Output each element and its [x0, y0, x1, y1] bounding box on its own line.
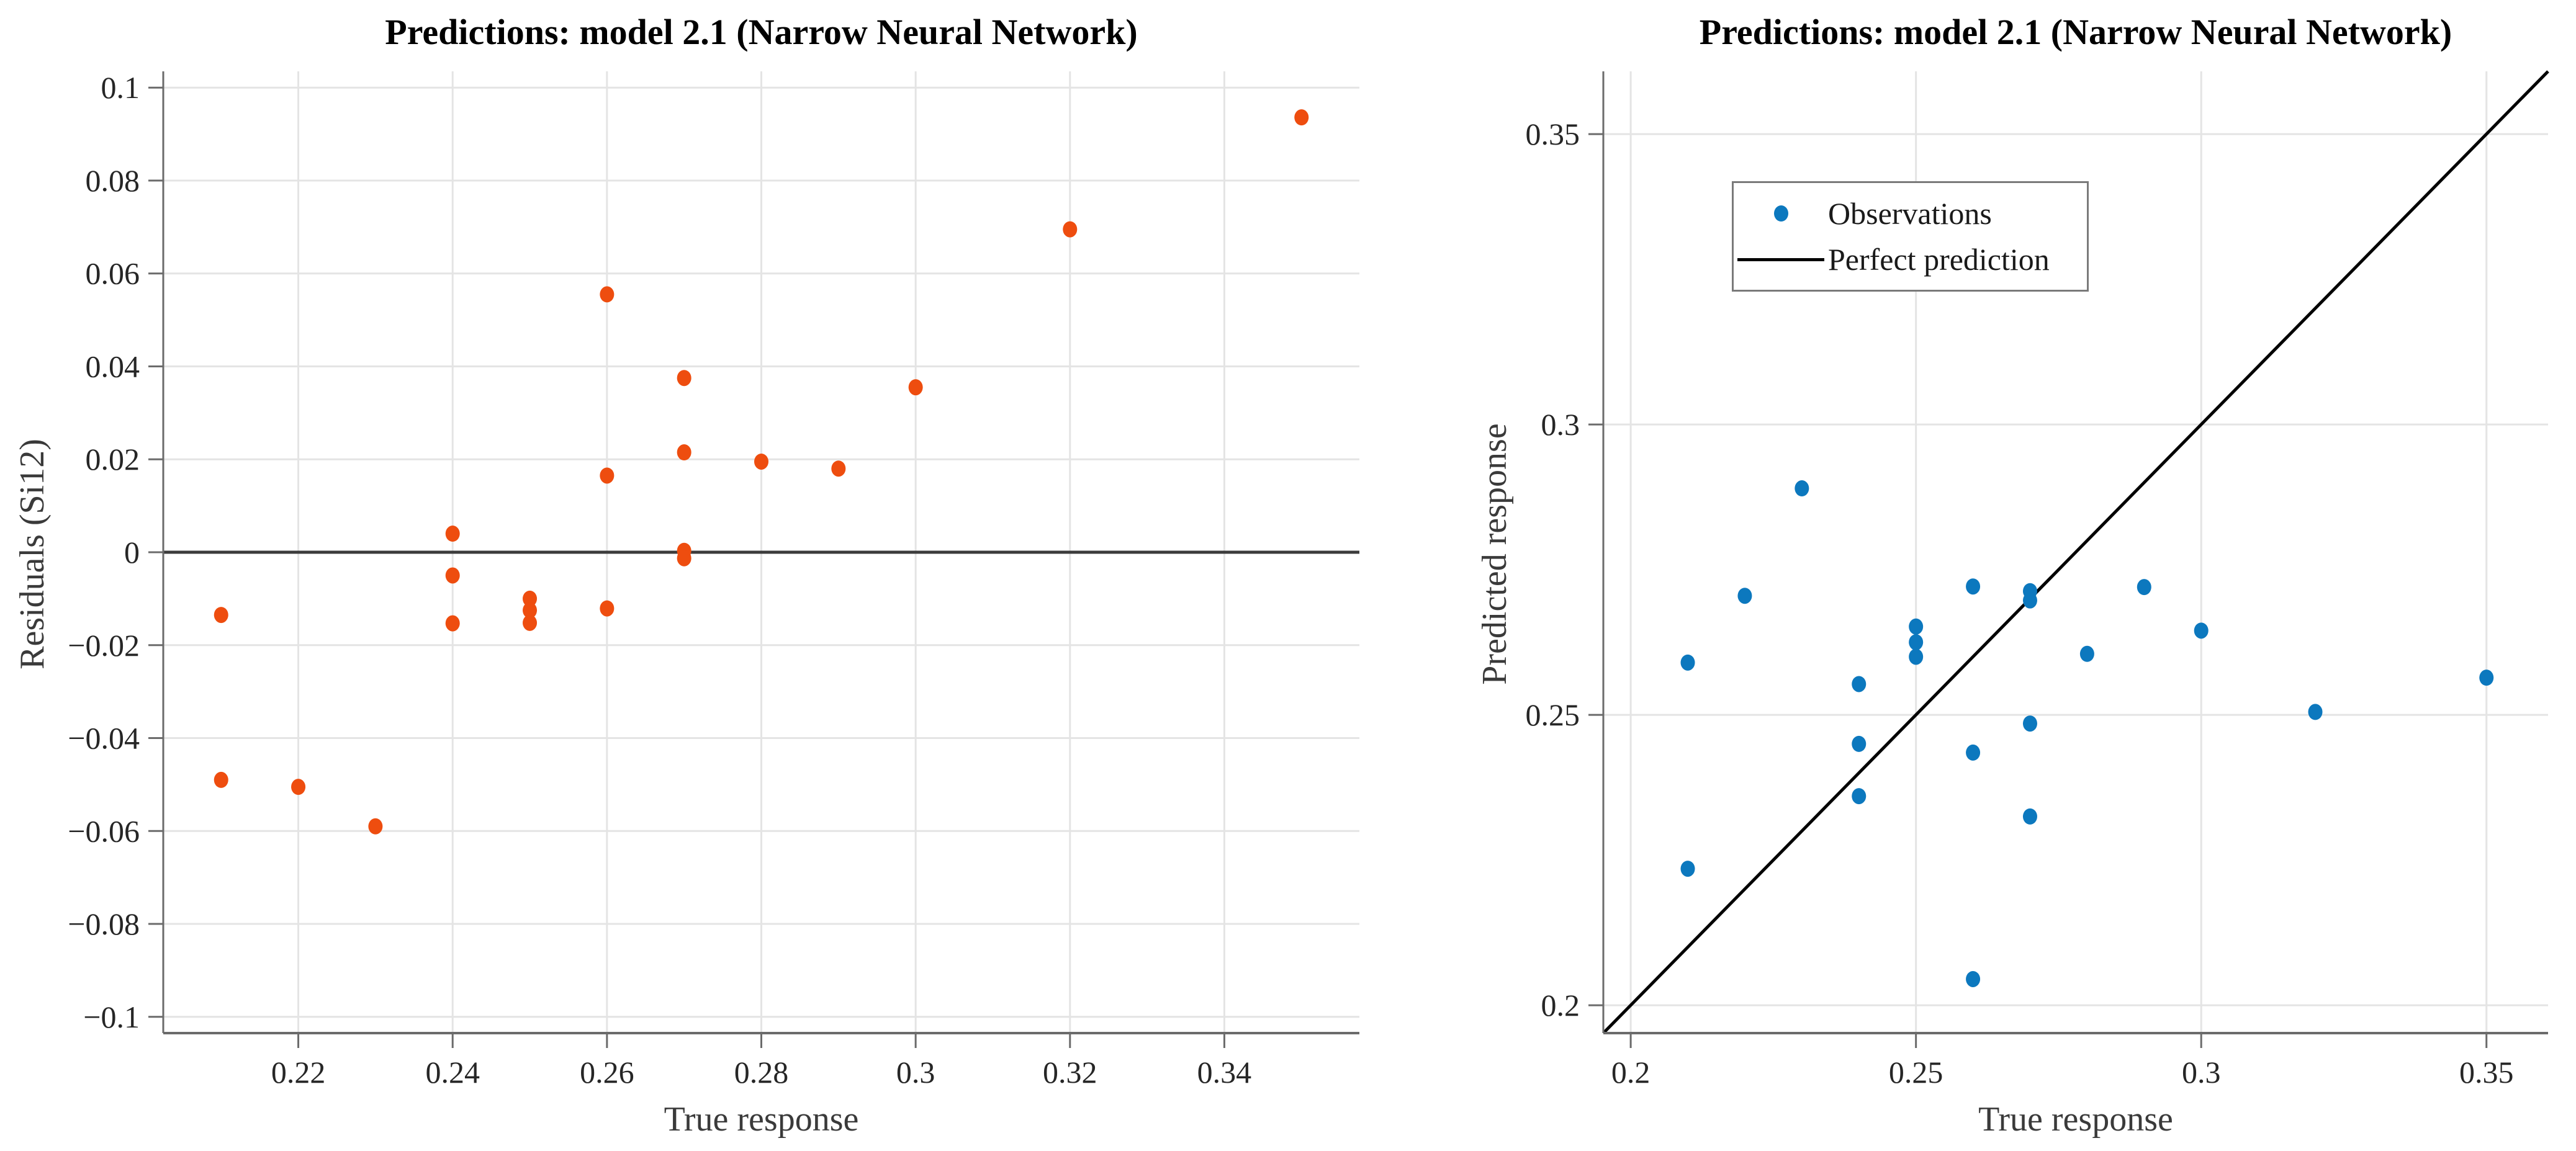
y-tick-label: −0.08 [68, 907, 140, 941]
data-point [1737, 588, 1752, 604]
data-point [1795, 480, 1809, 497]
right-plot-title: Predictions: model 2.1 (Narrow Neural Ne… [1699, 12, 2452, 52]
data-point [908, 379, 923, 396]
data-point [214, 607, 228, 624]
data-point [2022, 715, 2037, 732]
data-point [1852, 676, 1867, 692]
y-tick-label: −0.02 [68, 628, 140, 663]
data-point [600, 467, 615, 484]
x-tick-label: 0.26 [580, 1055, 634, 1090]
data-point [291, 779, 306, 795]
data-point [2137, 579, 2151, 596]
right-y-axis-label: Predicted response [1475, 423, 1514, 685]
legend-box: Observations Perfect prediction [1732, 181, 2089, 292]
left-y-axis-label: Residuals (Si12) [13, 439, 52, 670]
data-point [2022, 583, 2037, 599]
y-tick-label: 0.3 [1541, 407, 1580, 442]
data-point [445, 615, 460, 632]
data-point [1966, 578, 1981, 595]
left-plot-title: Predictions: model 2.1 (Narrow Neural Ne… [385, 12, 1138, 52]
y-tick-label: 0.25 [1526, 697, 1580, 732]
y-tick-label: 0 [124, 535, 140, 570]
y-tick-label: 0.04 [86, 349, 140, 383]
y-tick-label: −0.04 [68, 721, 140, 756]
data-point [1909, 618, 1924, 635]
x-tick-label: 0.3 [896, 1055, 935, 1090]
data-point [1852, 735, 1867, 752]
x-tick-label: 0.34 [1197, 1055, 1252, 1090]
legend-label-perfect-prediction: Perfect prediction [1828, 242, 2050, 277]
y-tick-label: 0.08 [86, 163, 140, 198]
data-point [1294, 109, 1309, 126]
data-point [1680, 861, 1695, 877]
data-point [677, 444, 691, 461]
x-tick-label: 0.25 [1889, 1055, 1943, 1090]
x-tick-label: 0.22 [271, 1055, 326, 1090]
data-point [600, 600, 615, 617]
data-point [754, 453, 768, 470]
data-point [368, 818, 383, 835]
data-point [1852, 788, 1867, 805]
y-tick-label: 0.2 [1541, 988, 1580, 1023]
data-point [1680, 654, 1695, 671]
observations-marker-icon [1734, 198, 1828, 229]
data-point [1966, 970, 1981, 987]
data-point [523, 602, 538, 619]
y-tick-label: 0.1 [101, 70, 140, 105]
left-x-axis-label: True response [664, 1100, 859, 1139]
data-point [2022, 808, 2037, 825]
data-point [1063, 221, 1078, 238]
x-tick-label: 0.35 [2459, 1055, 2514, 1090]
perfect-prediction-line [1602, 70, 2549, 1034]
data-point [600, 286, 615, 303]
x-tick-label: 0.24 [425, 1055, 480, 1090]
data-point [445, 526, 460, 542]
data-point [1909, 648, 1924, 665]
data-point [523, 590, 538, 607]
legend-label-observations: Observations [1828, 196, 1992, 231]
data-point [1909, 634, 1924, 651]
y-tick-label: −0.1 [83, 1000, 140, 1034]
data-point [214, 771, 228, 788]
data-point [2479, 670, 2494, 686]
perfect-prediction-line-icon [1734, 244, 1828, 275]
legend-entry-perfect-prediction: Perfect prediction [1734, 241, 2087, 277]
data-point [2194, 622, 2209, 639]
data-point [445, 567, 460, 584]
data-point [677, 370, 691, 387]
right-x-axis-label: True response [1978, 1100, 2173, 1139]
legend-entry-observations: Observations [1734, 195, 2087, 231]
data-point [523, 614, 538, 631]
data-point [1966, 744, 1981, 761]
data-point [2308, 704, 2323, 720]
x-tick-label: 0.28 [734, 1055, 789, 1090]
data-point [677, 550, 691, 567]
y-tick-label: 0.02 [86, 442, 140, 477]
data-point [2079, 645, 2094, 662]
y-tick-label: 0.35 [1526, 117, 1580, 151]
x-tick-label: 0.32 [1043, 1055, 1097, 1090]
x-tick-label: 0.2 [1611, 1055, 1651, 1090]
data-point [831, 460, 846, 477]
y-tick-label: 0.06 [86, 256, 140, 291]
y-tick-label: −0.06 [68, 813, 140, 848]
x-tick-label: 0.3 [2182, 1055, 2221, 1090]
